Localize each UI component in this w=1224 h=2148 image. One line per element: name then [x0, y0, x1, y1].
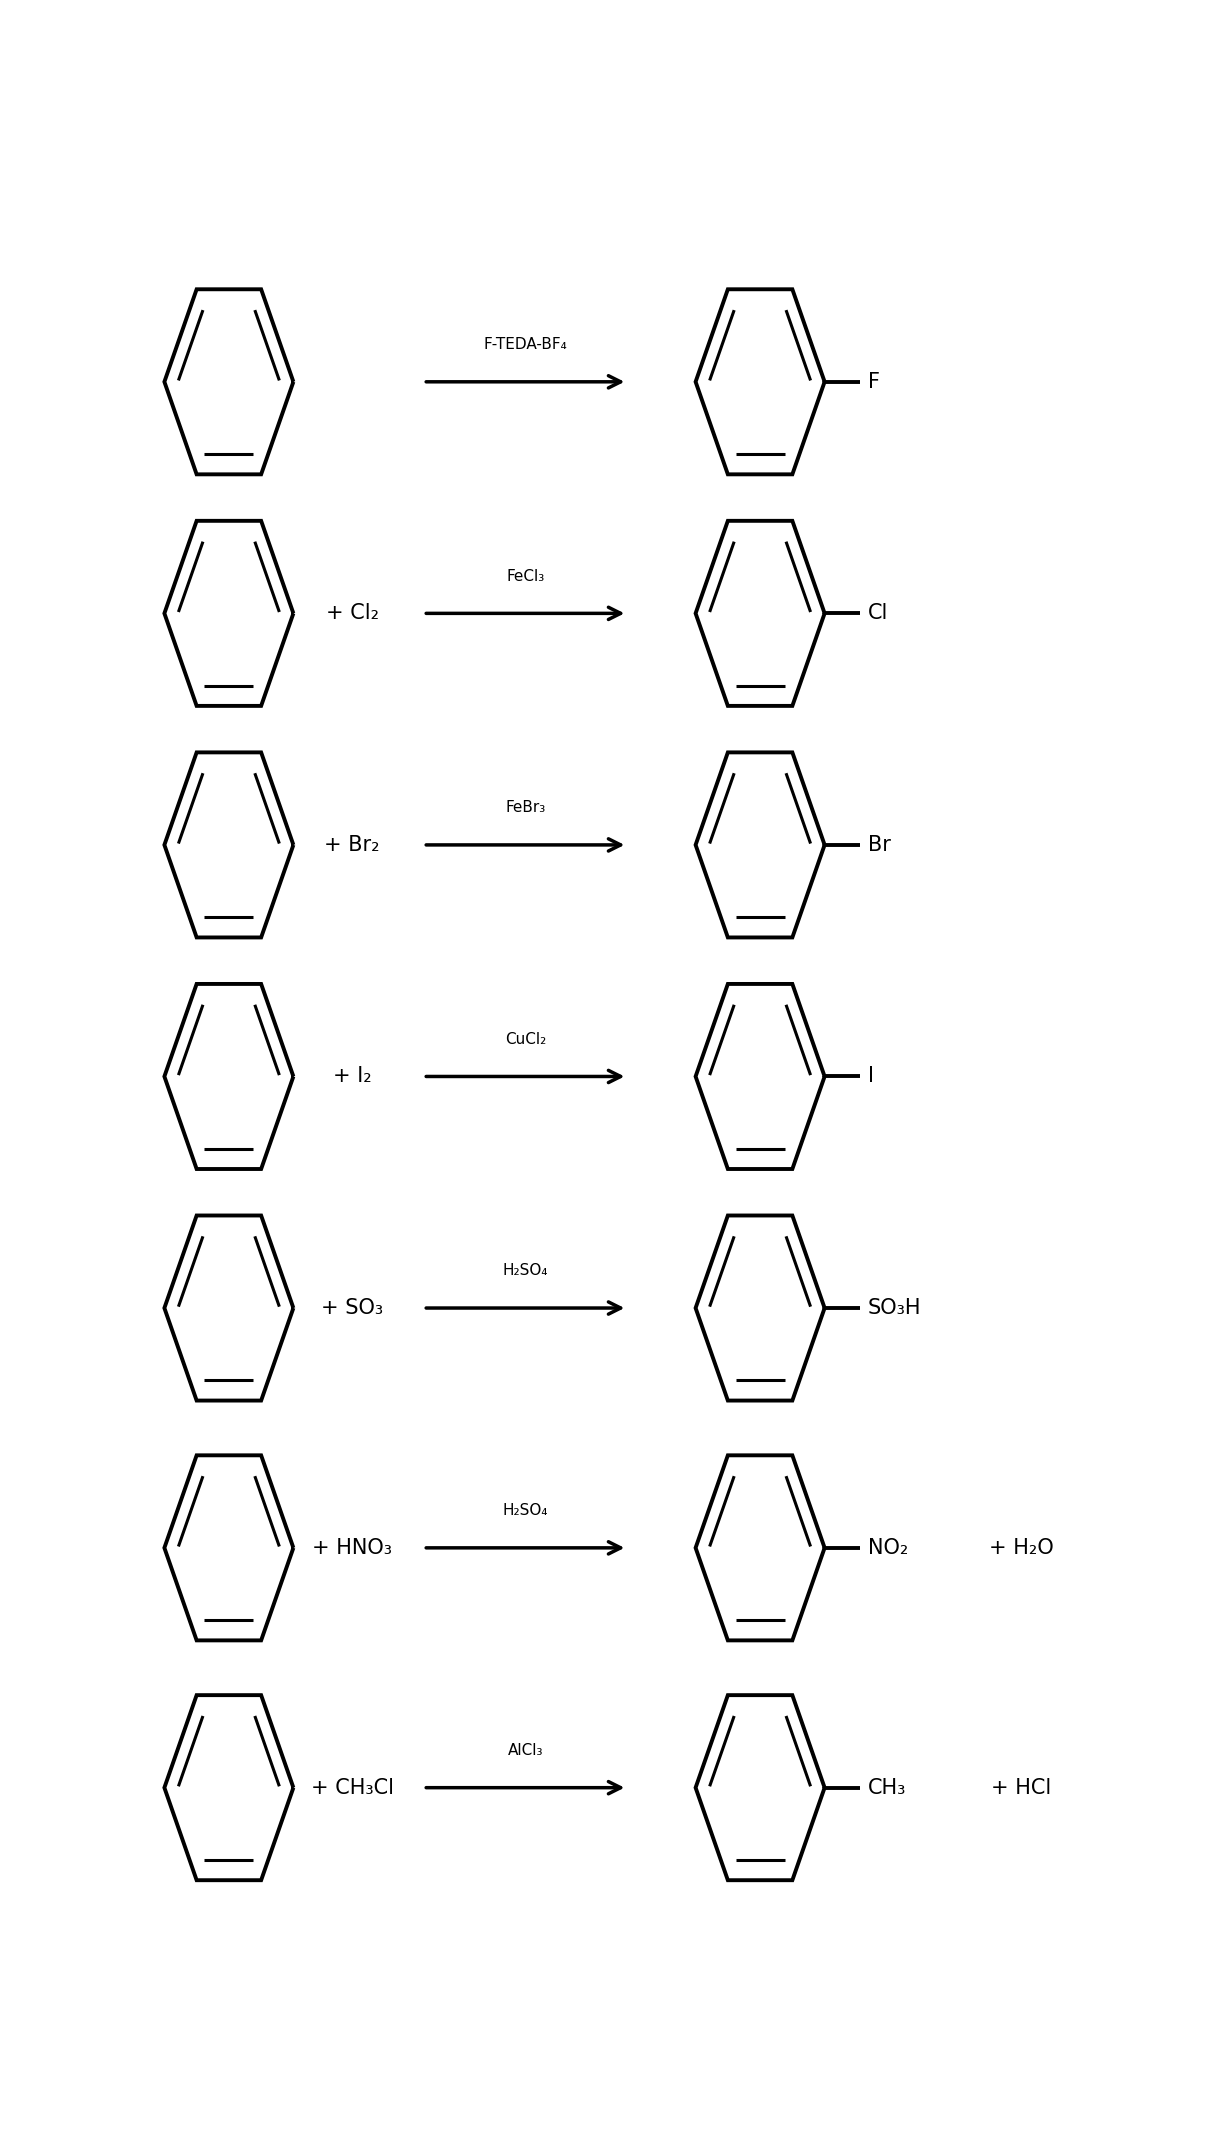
Text: + SO₃: + SO₃: [321, 1297, 383, 1319]
Text: CuCl₂: CuCl₂: [504, 1031, 546, 1046]
Text: Br: Br: [868, 836, 891, 855]
Text: H₂SO₄: H₂SO₄: [503, 1504, 548, 1519]
Text: + Br₂: + Br₂: [324, 836, 379, 855]
Text: NO₂: NO₂: [868, 1538, 908, 1557]
Text: FeCl₃: FeCl₃: [507, 569, 545, 584]
Text: F: F: [868, 372, 880, 391]
Text: F-TEDA-BF₄: F-TEDA-BF₄: [483, 337, 567, 352]
Text: + H₂O: + H₂O: [989, 1538, 1054, 1557]
Text: H₂SO₄: H₂SO₄: [503, 1263, 548, 1278]
Text: + HNO₃: + HNO₃: [312, 1538, 392, 1557]
Text: CH₃: CH₃: [868, 1779, 906, 1798]
Text: FeBr₃: FeBr₃: [506, 801, 546, 814]
Text: Cl: Cl: [868, 604, 889, 623]
Text: + HCl: + HCl: [991, 1779, 1051, 1798]
Text: I: I: [868, 1065, 874, 1087]
Text: SO₃H: SO₃H: [868, 1297, 922, 1319]
Text: + I₂: + I₂: [333, 1065, 372, 1087]
Text: + Cl₂: + Cl₂: [326, 604, 378, 623]
Text: AlCl₃: AlCl₃: [508, 1742, 543, 1757]
Text: + CH₃Cl: + CH₃Cl: [311, 1779, 394, 1798]
